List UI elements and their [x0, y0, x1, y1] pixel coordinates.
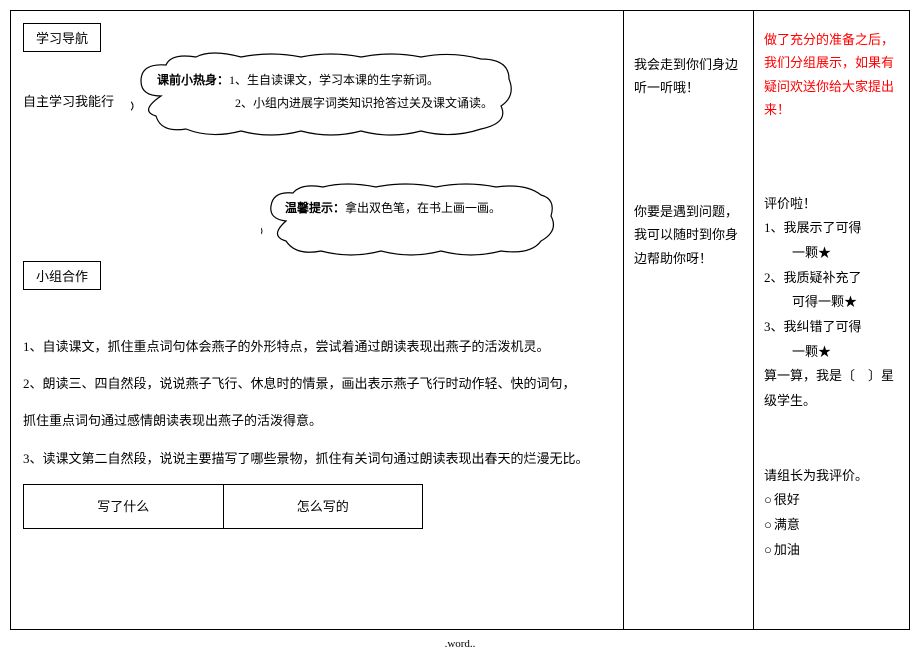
eval-option-satisfied[interactable]: 满意: [764, 513, 899, 538]
eval-title: 评价啦！: [764, 192, 899, 217]
summary-table: 写了什么 怎么写的: [23, 484, 423, 529]
red-instruction: 做了充分的准备之后，我们分组展示，如果有疑问欢送你给大家提出来！: [764, 28, 899, 122]
paragraph-2: 2、朗读三、四自然段，说说燕子飞行、休息时的情景，画出表示燕子飞行时动作轻、快的…: [23, 368, 611, 399]
table-cell-1: 写了什么: [24, 484, 224, 528]
teacher-note-2: 你要是遇到问题，我可以随时到你身边帮助你呀！: [634, 200, 743, 270]
cloud2-text: 拿出双色笔，在书上画一画。: [345, 201, 501, 215]
autonomous-learning-label: 自主学习我能行: [23, 91, 114, 110]
table-cell-2: 怎么写的: [223, 484, 423, 528]
eval-item-3: 3、我纠错了可得: [764, 315, 899, 340]
group-eval-title: 请组长为我评价。: [764, 464, 899, 489]
left-column: 学习导航 自主学习我能行 课前小热身：1、生自读课文，学习本课的生字新词。 2、…: [11, 11, 624, 629]
paragraph-1: 1、自读课文，抓住重点词句体会燕子的外形特点，尝试着通过朗读表现出燕子的活泼机灵…: [23, 331, 611, 362]
cloud1-content: 课前小热身：1、生自读课文，学习本课的生字新词。 2、小组内进展字词类知识抢答过…: [131, 51, 521, 133]
eval-calc: 算一算，我是〔 〕星级学生。: [764, 364, 899, 413]
eval-item-2: 2、我质疑补充了: [764, 266, 899, 291]
footer-text: .word..: [10, 638, 910, 650]
eval-option-encourage[interactable]: 加油: [764, 538, 899, 563]
table-row: 写了什么 怎么写的: [24, 484, 423, 528]
self-eval-section: 评价啦！ 1、我展示了可得 一颗★ 2、我质疑补充了 可得一颗★ 3、我纠错了可…: [764, 192, 899, 414]
cloud2-title: 温馨提示：: [285, 201, 345, 215]
cloud2-content: 温馨提示：拿出双色笔，在书上画一画。: [261, 181, 561, 236]
eval-item-3-star: 一颗★: [764, 340, 899, 365]
teacher-column: 我会走到你们身边听一听哦！ 你要是遇到问题，我可以随时到你身边帮助你呀！: [624, 11, 754, 629]
evaluation-column: 做了充分的准备之后，我们分组展示，如果有疑问欢送你给大家提出来！ 评价啦！ 1、…: [754, 11, 909, 629]
worksheet-page: 学习导航 自主学习我能行 课前小热身：1、生自读课文，学习本课的生字新词。 2、…: [10, 10, 910, 630]
eval-item-1: 1、我展示了可得: [764, 216, 899, 241]
group-eval-section: 请组长为我评价。 很好 满意 加油: [764, 464, 899, 563]
paragraph-3: 3、读课文第二自然段，说说主要描写了哪些景物，抓住有关词句通过朗读表现出春天的烂…: [23, 443, 611, 474]
cooperation-label: 小组合作: [23, 261, 101, 290]
eval-item-1-star: 一颗★: [764, 241, 899, 266]
cloud1-line1: 1、生自读课文，学习本课的生字新词。: [229, 73, 439, 87]
paragraph-2b: 抓住重点词句通过感情朗读表现出燕子的活泼得意。: [23, 405, 611, 436]
cloud1-title: 课前小热身：: [157, 73, 229, 87]
tip-cloud: 温馨提示：拿出双色笔，在书上画一画。: [261, 181, 561, 261]
cloud1-line2: 2、小组内进展字词类知识抢答过关及课文诵读。: [235, 96, 493, 110]
eval-option-good[interactable]: 很好: [764, 488, 899, 513]
teacher-note-1: 我会走到你们身边听一听哦！: [634, 53, 743, 100]
nav-label: 学习导航: [23, 23, 101, 52]
warmup-cloud: 课前小热身：1、生自读课文，学习本课的生字新词。 2、小组内进展字词类知识抢答过…: [131, 51, 521, 141]
body-paragraphs: 1、自读课文，抓住重点词句体会燕子的外形特点，尝试着通过朗读表现出燕子的活泼机灵…: [23, 331, 611, 529]
eval-item-2-star: 可得一颗★: [764, 290, 899, 315]
